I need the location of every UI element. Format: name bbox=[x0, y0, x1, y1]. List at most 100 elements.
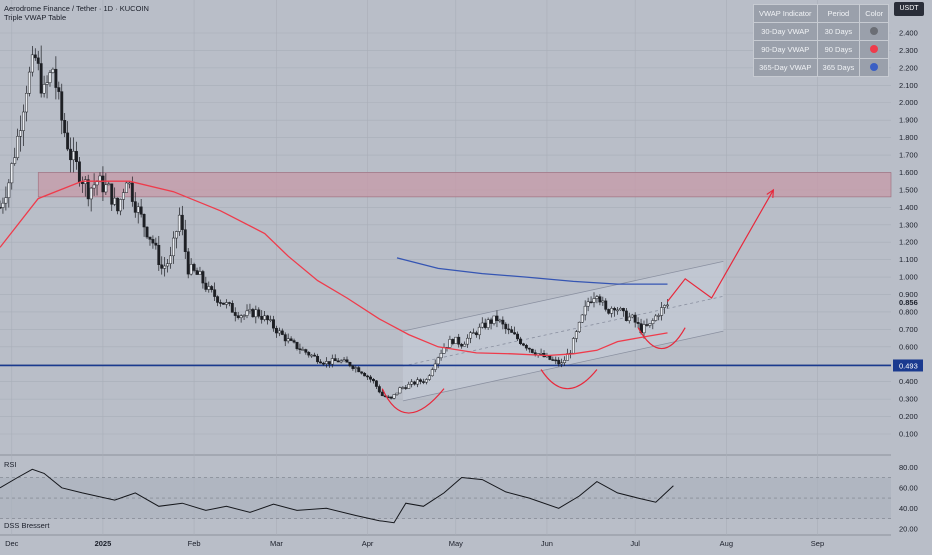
candle-body bbox=[604, 300, 608, 310]
candle-body bbox=[69, 148, 73, 161]
candle-body bbox=[298, 348, 302, 350]
candle-body bbox=[489, 319, 493, 324]
y-tick-label: 1.600 bbox=[899, 168, 918, 177]
y-tick-label: 0.800 bbox=[899, 307, 918, 316]
candle-body bbox=[521, 343, 525, 346]
candle-body bbox=[377, 386, 381, 393]
candle-body bbox=[657, 315, 661, 317]
y-tick-label: 2.100 bbox=[899, 81, 918, 90]
candle-body bbox=[292, 340, 296, 343]
candle-body bbox=[4, 197, 8, 204]
candle-body bbox=[124, 182, 128, 193]
candle-body bbox=[571, 338, 575, 354]
candle-body bbox=[269, 319, 272, 321]
candle-body bbox=[333, 358, 337, 362]
candle-body bbox=[1, 202, 5, 208]
candle-body bbox=[430, 369, 434, 377]
candle-body bbox=[401, 387, 405, 389]
candle-body bbox=[186, 251, 190, 275]
y-tick-label: 1.900 bbox=[899, 116, 918, 125]
candle-body bbox=[619, 308, 622, 311]
candle-body bbox=[60, 91, 64, 121]
candle-body bbox=[413, 381, 417, 385]
candle-body bbox=[222, 302, 225, 305]
dss-label: DSS Bressert bbox=[4, 521, 50, 530]
candle-body bbox=[372, 379, 375, 382]
candle-body bbox=[283, 334, 287, 342]
candle-body bbox=[169, 255, 173, 264]
x-tick-label: Jul bbox=[630, 539, 640, 548]
candle-body bbox=[177, 214, 181, 232]
candle-body bbox=[351, 365, 355, 369]
candle-body bbox=[27, 71, 31, 94]
vwap-header-period: Period bbox=[816, 4, 861, 23]
candle-body bbox=[183, 229, 187, 252]
price-badge-bg bbox=[893, 359, 923, 372]
candle-body bbox=[424, 379, 428, 383]
candle-body bbox=[369, 376, 372, 380]
candle-body bbox=[136, 206, 140, 213]
candle-body bbox=[242, 315, 246, 317]
candle-body bbox=[86, 179, 90, 200]
candle-body bbox=[7, 182, 11, 198]
candle-body bbox=[480, 322, 484, 328]
candle-body bbox=[166, 263, 170, 267]
candle-body bbox=[330, 358, 334, 365]
x-tick-label: Apr bbox=[362, 539, 374, 548]
candle-body bbox=[495, 315, 499, 321]
candle-body bbox=[613, 308, 617, 311]
candle-body bbox=[451, 339, 455, 344]
candle-body bbox=[163, 265, 167, 269]
candle-body bbox=[248, 309, 252, 312]
candle-body bbox=[513, 332, 517, 335]
candle-body bbox=[483, 322, 487, 328]
candle-body bbox=[421, 381, 425, 383]
candle-body bbox=[107, 183, 111, 186]
candle-body bbox=[648, 323, 652, 326]
candle-body bbox=[357, 367, 361, 373]
candle-body bbox=[498, 319, 502, 322]
candle-body bbox=[10, 163, 14, 184]
candle-body bbox=[219, 302, 222, 304]
candle-body bbox=[54, 68, 58, 88]
candle-body bbox=[25, 93, 28, 113]
candle-body bbox=[660, 307, 664, 316]
candle-body bbox=[77, 161, 81, 183]
candle-body bbox=[266, 315, 270, 321]
candle-body bbox=[360, 371, 364, 374]
candle-body bbox=[327, 361, 331, 365]
candle-body bbox=[75, 151, 78, 162]
rsi-tick-label: 80.00 bbox=[899, 463, 918, 472]
candle-body bbox=[236, 315, 240, 318]
candle-body bbox=[510, 329, 514, 333]
candle-body bbox=[624, 310, 628, 321]
candle-body bbox=[324, 361, 328, 365]
vwap-period: 30 Days bbox=[816, 22, 861, 41]
candle-body bbox=[22, 111, 25, 131]
candle-body bbox=[16, 136, 20, 158]
candle-body bbox=[195, 270, 199, 275]
price-axis-bg bbox=[891, 0, 932, 550]
x-tick-label: Aug bbox=[720, 539, 733, 548]
vwap-table: VWAP Indicator Period Color 30-Day VWAP … bbox=[753, 4, 890, 77]
currency-badge[interactable]: USDT bbox=[894, 2, 924, 16]
y-tick-label: 1.100 bbox=[899, 255, 918, 264]
candle-body bbox=[48, 72, 52, 83]
candle-body bbox=[174, 231, 178, 239]
candle-body bbox=[380, 391, 384, 397]
candle-body bbox=[336, 360, 340, 363]
candle-body bbox=[557, 359, 561, 365]
vwap-header-color: Color bbox=[859, 4, 890, 23]
candle-body bbox=[254, 309, 258, 318]
candle-body bbox=[345, 359, 349, 363]
candle-body bbox=[563, 360, 567, 363]
candle-body bbox=[274, 327, 278, 334]
vwap-color-cell bbox=[859, 58, 890, 77]
vwap-row-365: 365-Day VWAP 365 Days bbox=[753, 58, 890, 77]
candle-body bbox=[439, 353, 443, 359]
x-tick-label: Mar bbox=[270, 539, 283, 548]
candle-body bbox=[395, 392, 399, 395]
candle-body bbox=[280, 330, 284, 335]
vwap-table-header: VWAP Indicator Period Color bbox=[753, 4, 890, 23]
rsi-label: RSI bbox=[4, 460, 17, 469]
